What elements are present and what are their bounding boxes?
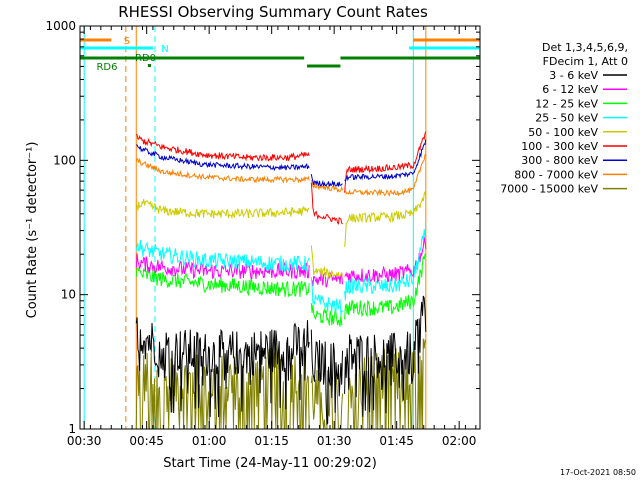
flag-label-rd0: RD0 xyxy=(135,53,156,64)
series-line-3-seg-1 xyxy=(310,277,343,316)
legend-label-4: 50 - 100 keV xyxy=(528,126,598,139)
series-line-6-seg-2 xyxy=(344,139,427,182)
series-2 xyxy=(135,252,427,327)
y-tick-label-0: 1 xyxy=(68,422,76,436)
series-line-5-seg-0 xyxy=(135,133,310,162)
footer-timestamp: 17-Oct-2021 08:50 xyxy=(560,468,636,477)
series-line-2-seg-1 xyxy=(310,303,343,327)
series-line-0-seg-0 xyxy=(135,317,310,418)
axis-ticks: 00:30 00:45 01:00 01:15 01:30 01:45 02:00 1 10 10… xyxy=(45,19,480,448)
series-line-7-seg-1 xyxy=(310,179,343,193)
series-line-3-seg-0 xyxy=(135,239,310,273)
x-axis-label: Start Time (24-May-11 00:29:02) xyxy=(163,456,377,471)
legend-label-3: 25 - 50 keV xyxy=(535,112,598,125)
legend-label-5: 100 - 300 keV xyxy=(521,140,598,153)
plot-frame xyxy=(79,25,481,430)
y-tick-label-2: 100 xyxy=(53,153,76,167)
x-tick-label-5: 01:45 xyxy=(379,434,414,448)
series-line-6-seg-0 xyxy=(136,144,310,172)
flag-label-s: S xyxy=(124,36,130,47)
legend-label-6: 300 - 800 keV xyxy=(521,154,598,167)
series-line-0-seg-1 xyxy=(310,329,343,426)
flag-label-rd6: RD6 xyxy=(96,62,117,73)
flag-rd6-marker xyxy=(147,64,151,67)
y-tick-label-3: 1000 xyxy=(45,19,76,33)
series-4 xyxy=(135,191,427,279)
y-tick-label-1: 10 xyxy=(61,288,76,302)
y-axis-label: Count Rate (s⁻¹ detector⁻¹) xyxy=(25,142,40,319)
chart-title: RHESSI Observing Summary Count Rates xyxy=(118,3,428,21)
series-line-4-seg-0 xyxy=(135,198,310,220)
series-line-1-seg-2 xyxy=(344,237,427,285)
series-line-2-seg-0 xyxy=(135,267,310,298)
series-7 xyxy=(135,153,427,197)
series-layer xyxy=(135,131,427,431)
legend-header-line1: Det 1,3,4,5,6,9, xyxy=(542,41,628,54)
series-line-1-seg-1 xyxy=(311,271,343,288)
x-tick-label-3: 01:15 xyxy=(254,434,289,448)
x-tick-label-6: 02:00 xyxy=(442,434,477,448)
series-line-4-seg-1 xyxy=(310,245,343,279)
series-line-0-seg-2 xyxy=(344,295,427,417)
legend-header-line2: FDecim 1, Att 0 xyxy=(543,55,628,68)
legend-label-7: 800 - 7000 keV xyxy=(514,168,598,181)
series-5 xyxy=(135,131,427,225)
legend-label-0: 3 - 6 keV xyxy=(549,69,598,82)
series-line-7-seg-2 xyxy=(344,153,427,197)
legend: Det 1,3,4,5,6,9, FDecim 1, Att 0 3 - 6 k… xyxy=(500,41,628,196)
x-tick-label-0: 00:30 xyxy=(67,434,102,448)
series-line-7-seg-0 xyxy=(135,157,310,184)
x-tick-label-4: 01:30 xyxy=(317,434,352,448)
series-line-5-seg-1 xyxy=(310,182,343,225)
series-0 xyxy=(135,295,427,426)
series-line-3-seg-2 xyxy=(344,223,427,301)
x-tick-label-1: 00:45 xyxy=(129,434,164,448)
legend-label-8: 7000 - 15000 keV xyxy=(500,183,598,196)
series-3 xyxy=(135,223,427,316)
series-line-6-seg-1 xyxy=(310,174,343,187)
legend-label-2: 12 - 25 keV xyxy=(535,97,598,110)
flag-label-n: N xyxy=(161,44,168,55)
series-6 xyxy=(136,139,427,187)
series-line-5-seg-2 xyxy=(344,131,427,193)
series-line-4-seg-2 xyxy=(344,191,427,247)
series-line-2-seg-2 xyxy=(344,252,427,320)
flag-bars: S N RD0 RD6 xyxy=(80,36,480,73)
legend-label-1: 6 - 12 keV xyxy=(542,83,598,96)
x-tick-label-2: 01:00 xyxy=(192,434,227,448)
